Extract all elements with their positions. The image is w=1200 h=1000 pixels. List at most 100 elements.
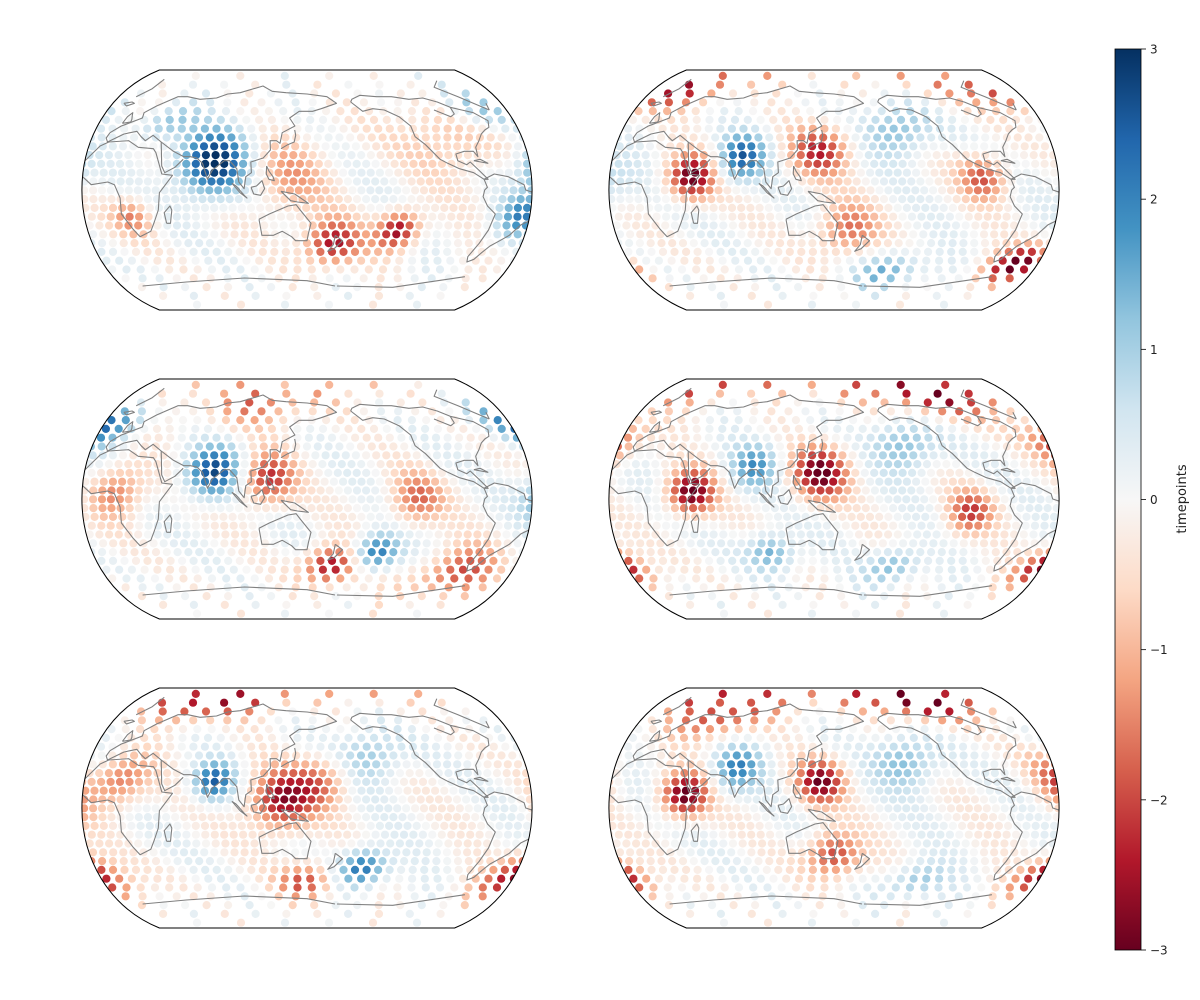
data-point [282, 80, 291, 89]
data-point [1071, 177, 1079, 185]
data-point [200, 821, 210, 831]
data-point [679, 486, 689, 495]
data-point [767, 451, 776, 460]
data-point [1016, 195, 1025, 204]
data-point [108, 857, 117, 866]
data-point [256, 168, 265, 177]
data-point [976, 168, 985, 177]
data-point [418, 777, 428, 787]
data-point [624, 186, 634, 195]
data-point [356, 239, 365, 248]
data-point [923, 283, 932, 292]
data-point [871, 389, 880, 398]
data-point [304, 124, 313, 133]
data-point [738, 221, 747, 230]
data-point [172, 274, 181, 283]
data-point [434, 769, 443, 778]
data-point [142, 186, 151, 195]
data-point [828, 142, 837, 151]
data-point [389, 857, 398, 866]
data-point [291, 848, 300, 857]
data-point [633, 212, 642, 221]
data-point [63, 822, 71, 830]
data-point [220, 212, 229, 221]
data-point [971, 583, 980, 592]
data-point [893, 203, 902, 212]
data-point [106, 186, 115, 195]
data-point [797, 247, 806, 256]
data-point [615, 539, 625, 548]
data-point [394, 716, 403, 725]
data-point [699, 159, 708, 168]
data-point [990, 151, 1000, 160]
data-point [626, 203, 635, 212]
data-point [228, 786, 237, 795]
data-point [314, 830, 323, 839]
data-point [948, 168, 958, 177]
data-point [408, 556, 417, 566]
data-point [843, 195, 852, 204]
data-point [255, 424, 264, 433]
data-point [507, 195, 516, 204]
data-point [535, 177, 543, 185]
data-point [651, 151, 660, 160]
data-point [434, 151, 443, 160]
data-point [432, 751, 441, 760]
data-point [993, 159, 1002, 168]
data-point [367, 239, 376, 248]
data-point [642, 874, 651, 883]
data-point [189, 742, 198, 751]
data-point [227, 857, 236, 866]
data-point [848, 142, 857, 151]
data-point [925, 195, 934, 204]
data-point [191, 512, 200, 522]
data-point [906, 107, 915, 116]
data-point [418, 89, 427, 98]
data-point [777, 530, 786, 539]
data-point [884, 256, 893, 265]
data-point [412, 821, 421, 831]
data-point [861, 486, 870, 495]
data-point [281, 742, 290, 751]
data-point [761, 195, 770, 204]
data-point [797, 548, 806, 557]
data-point [425, 460, 434, 469]
data-point [325, 195, 334, 204]
data-point [754, 548, 763, 557]
data-point [856, 203, 865, 212]
data-point [532, 822, 540, 830]
data-point [172, 159, 181, 168]
data-point [385, 821, 394, 831]
data-point [705, 556, 714, 566]
data-point [822, 521, 832, 530]
data-point [212, 124, 221, 133]
data-point [295, 521, 304, 530]
data-point [667, 424, 676, 433]
data-point [223, 495, 232, 504]
data-point [98, 813, 107, 822]
data-point [624, 468, 633, 477]
data-point [62, 195, 70, 203]
data-point [689, 239, 698, 248]
data-point [899, 451, 908, 460]
data-point [981, 247, 990, 256]
data-point [189, 486, 198, 495]
data-point [399, 830, 409, 839]
data-point [306, 874, 315, 883]
data-point [1016, 433, 1025, 442]
data-point [267, 592, 276, 601]
data-point [977, 883, 986, 892]
data-point [144, 521, 153, 530]
data-point [979, 486, 989, 495]
data-point [1034, 548, 1043, 557]
data-point [955, 495, 965, 504]
data-point [794, 565, 804, 574]
data-point [861, 177, 870, 186]
data-point [247, 433, 256, 442]
data-point [820, 424, 829, 433]
data-point [889, 212, 898, 221]
data-point [397, 124, 406, 133]
data-point [220, 698, 229, 707]
data-point [380, 212, 390, 221]
data-point [500, 865, 509, 875]
